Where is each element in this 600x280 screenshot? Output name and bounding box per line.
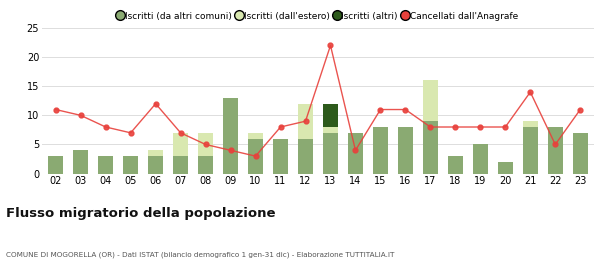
Bar — [48, 156, 63, 174]
Bar — [98, 156, 113, 174]
Text: COMUNE DI MOGORELLA (OR) - Dati ISTAT (bilancio demografico 1 gen-31 dic) - Elab: COMUNE DI MOGORELLA (OR) - Dati ISTAT (b… — [6, 252, 394, 258]
Bar — [573, 133, 588, 174]
Bar — [348, 133, 363, 174]
Bar — [198, 133, 213, 156]
Bar — [373, 127, 388, 174]
Bar — [198, 156, 213, 174]
Bar — [548, 127, 563, 174]
Bar — [398, 127, 413, 174]
Bar — [173, 156, 188, 174]
Bar — [448, 156, 463, 174]
Bar — [123, 156, 138, 174]
Bar — [498, 162, 513, 174]
Bar — [223, 98, 238, 174]
Bar — [73, 150, 88, 174]
Bar — [248, 133, 263, 139]
Bar — [273, 139, 288, 174]
Bar — [323, 104, 338, 127]
Bar — [323, 127, 338, 133]
Legend: Iscritti (da altri comuni), Iscritti (dall'estero), Iscritti (altri), Cancellati: Iscritti (da altri comuni), Iscritti (da… — [118, 11, 518, 20]
Bar — [323, 133, 338, 174]
Bar — [423, 80, 438, 121]
Bar — [423, 121, 438, 174]
Bar — [248, 139, 263, 174]
Bar — [148, 156, 163, 174]
Bar — [173, 133, 188, 156]
Bar — [473, 144, 488, 174]
Text: Flusso migratorio della popolazione: Flusso migratorio della popolazione — [6, 207, 275, 220]
Bar — [298, 104, 313, 139]
Bar — [523, 121, 538, 127]
Bar — [298, 139, 313, 174]
Bar — [148, 150, 163, 156]
Bar — [523, 127, 538, 174]
